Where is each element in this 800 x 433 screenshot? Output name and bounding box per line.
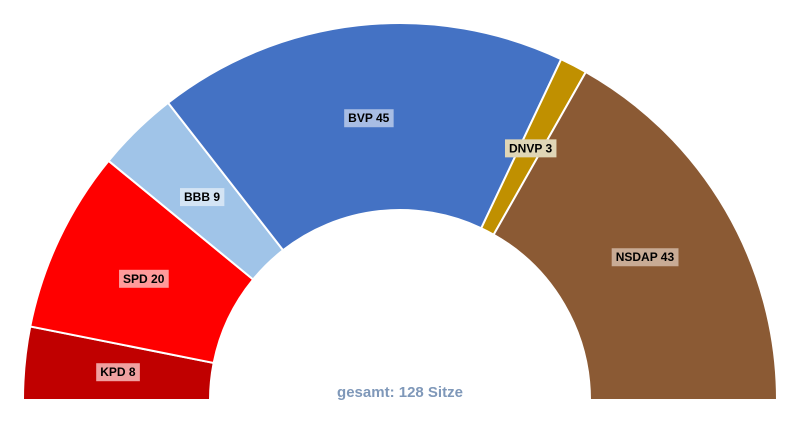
seat-label-bvp: BVP 45 xyxy=(344,109,394,128)
seat-segments xyxy=(21,22,779,401)
seat-label-text-spd: SPD 20 xyxy=(123,272,165,286)
seat-label-bbb: BBB 9 xyxy=(180,188,225,207)
seat-segment-nsdap xyxy=(492,70,779,401)
seat-labels: KPD 8 SPD 20 BBB 9 BVP 45 DNVP 3 NSDAP 43 xyxy=(96,109,679,382)
seat-label-kpd: KPD 8 xyxy=(96,363,140,382)
total-seats-label: gesamt: 128 Sitze xyxy=(337,384,463,401)
seat-label-text-bbb: BBB 9 xyxy=(184,190,220,204)
seat-label-text-kpd: KPD 8 xyxy=(100,365,136,379)
seat-label-bg-bvp xyxy=(344,109,394,128)
seat-label-bg-kpd xyxy=(96,363,140,382)
seat-label-bg-spd xyxy=(119,269,169,288)
seat-label-dnvp: DNVP 3 xyxy=(504,139,557,158)
seat-label-bg-dnvp xyxy=(504,139,557,158)
seat-label-text-nsdap: NSDAP 43 xyxy=(616,250,675,264)
seat-label-bg-bbb xyxy=(180,188,225,207)
seat-label-spd: SPD 20 xyxy=(119,269,169,288)
seat-label-nsdap: NSDAP 43 xyxy=(611,248,679,267)
seat-label-bg-nsdap xyxy=(611,248,679,267)
seat-segment-bvp xyxy=(166,22,563,252)
seat-label-text-dnvp: DNVP 3 xyxy=(509,141,552,155)
seat-label-text-bvp: BVP 45 xyxy=(348,111,389,125)
